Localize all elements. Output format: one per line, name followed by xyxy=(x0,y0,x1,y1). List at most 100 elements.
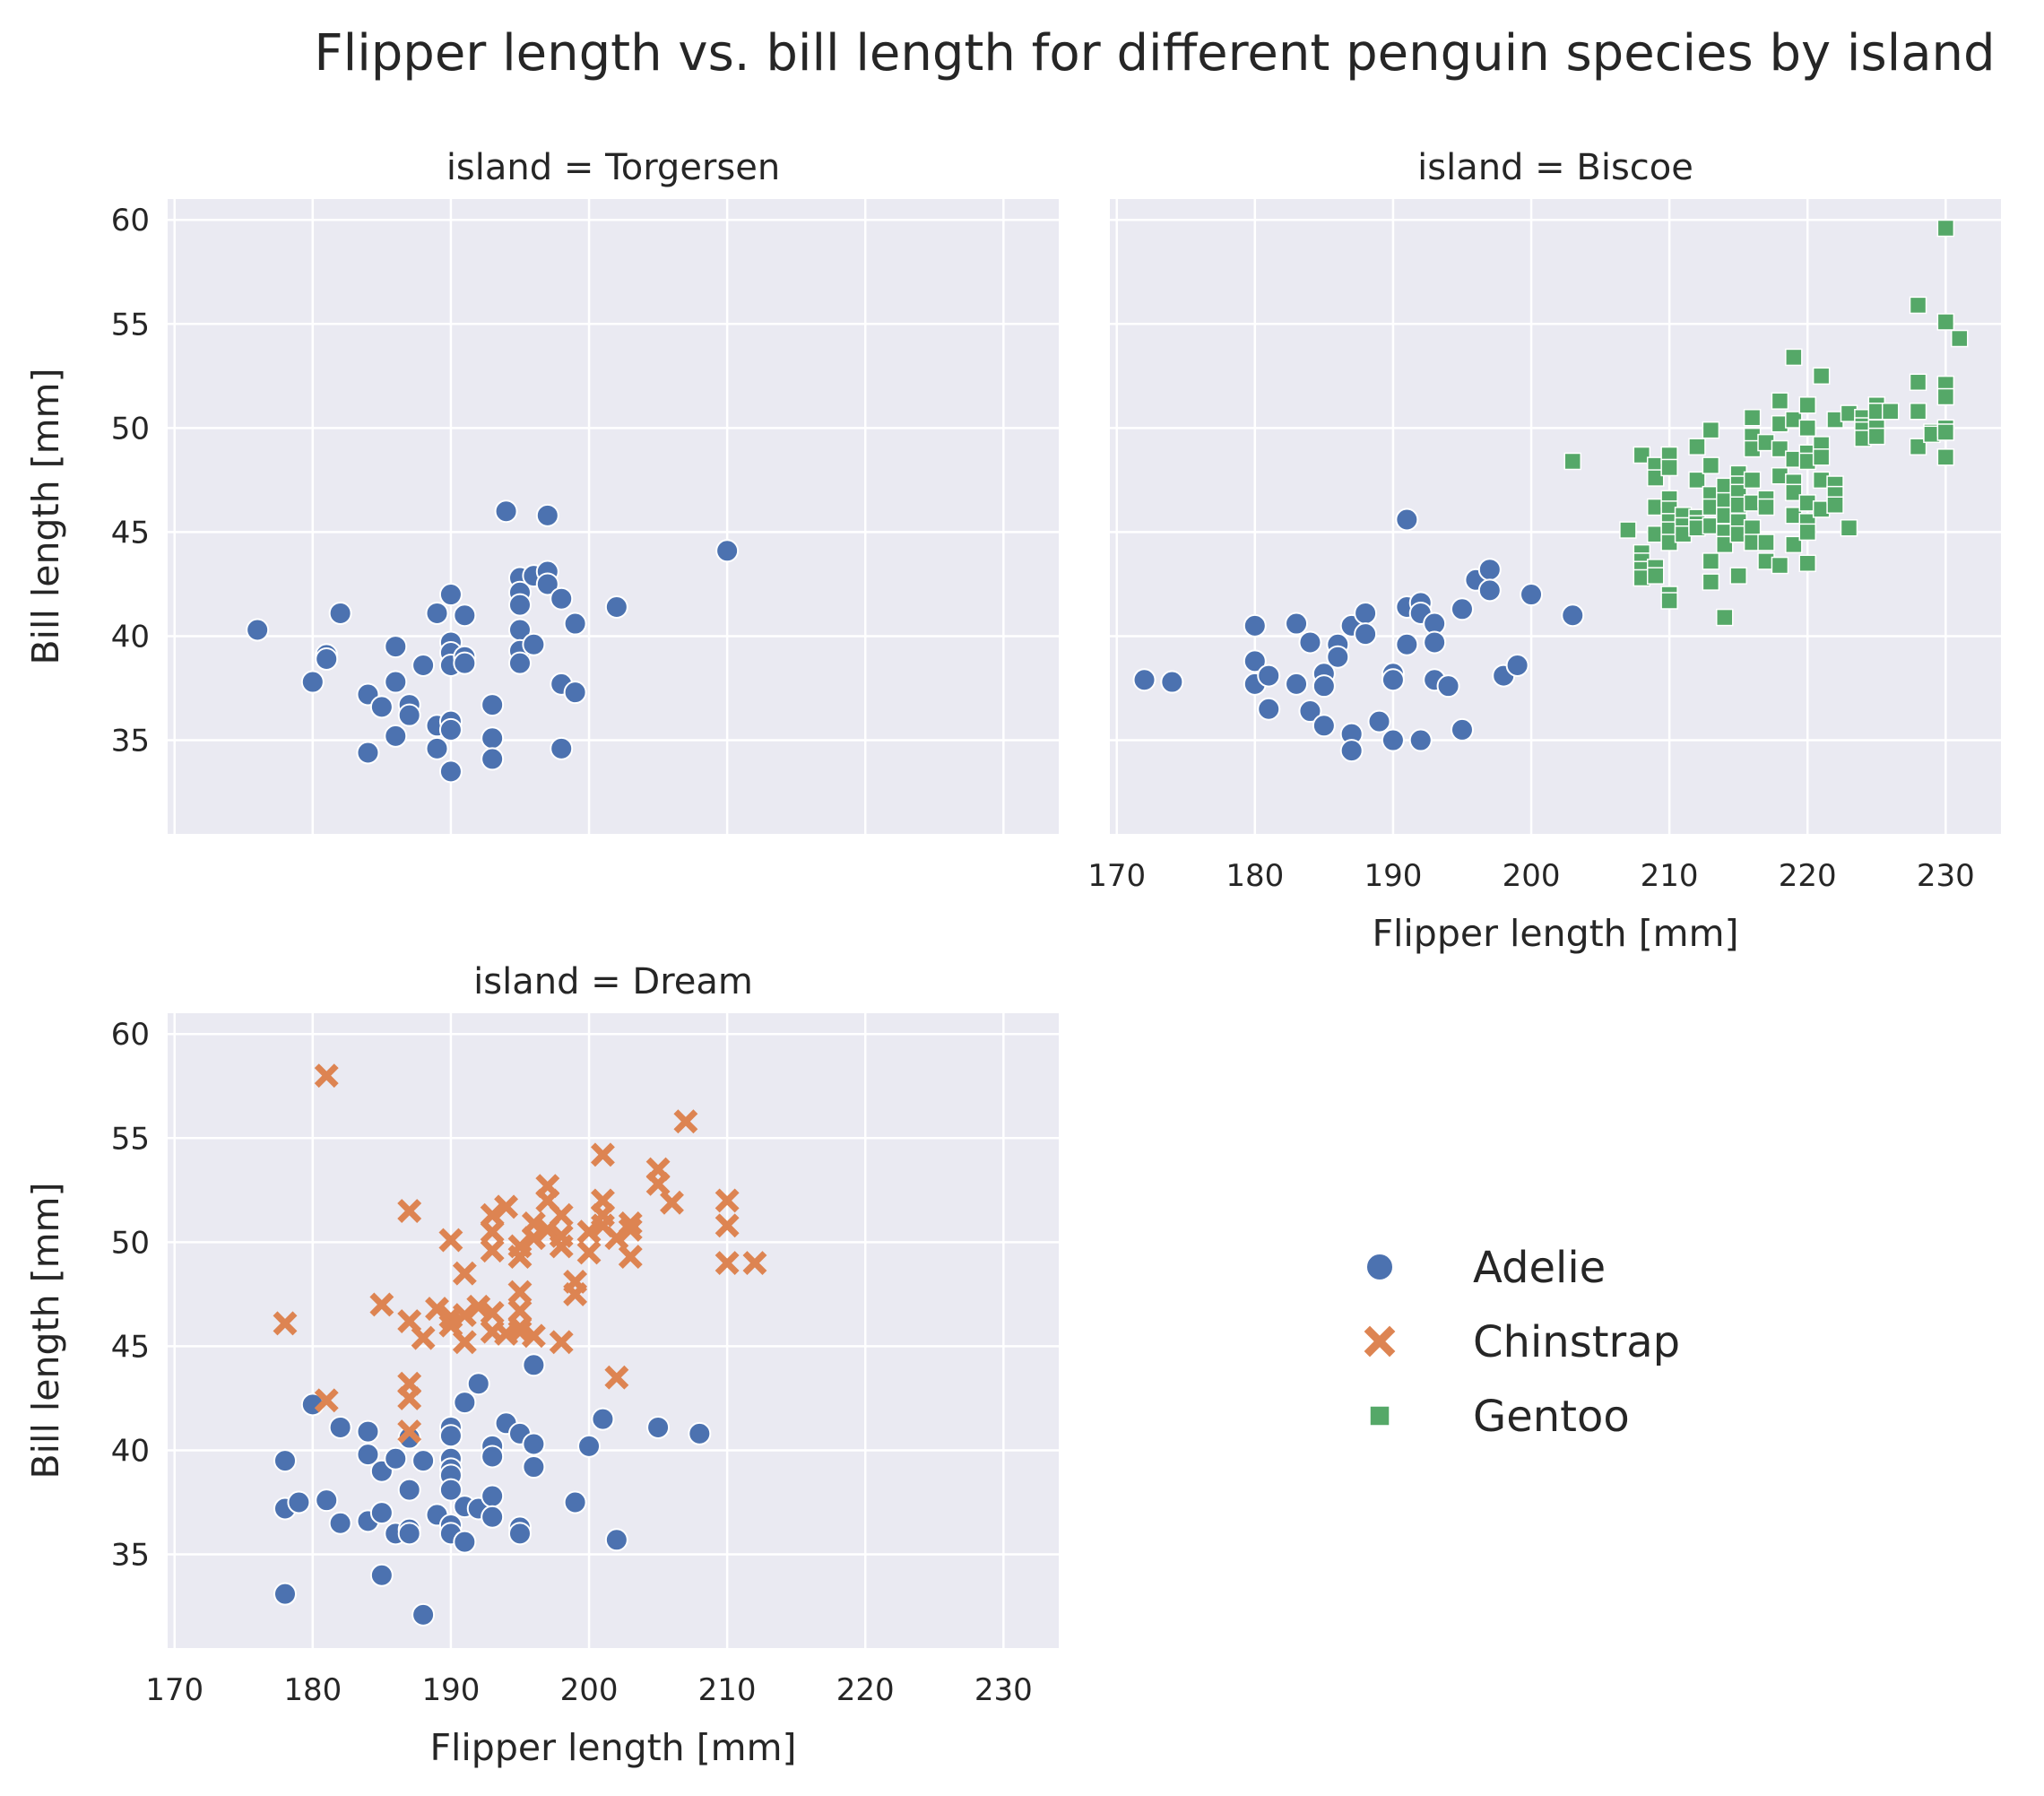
y-tick-label: 45 xyxy=(111,515,150,551)
data-point xyxy=(563,1281,588,1306)
x-tick-label: 220 xyxy=(1779,858,1837,894)
data-point xyxy=(1729,567,1747,585)
data-point xyxy=(1326,645,1350,669)
data-point xyxy=(480,1202,505,1228)
legend-label: Chinstrap xyxy=(1473,1317,1680,1367)
data-point xyxy=(1936,313,1955,331)
data-point xyxy=(1771,439,1789,458)
data-point xyxy=(1798,523,1816,542)
data-point xyxy=(1771,392,1789,410)
legend-marker xyxy=(1369,1405,1390,1427)
y-tick-label: 60 xyxy=(111,203,150,239)
data-point xyxy=(576,1240,602,1265)
data-point xyxy=(1702,456,1720,474)
x-axis-label: Flipper length [mm] xyxy=(1372,912,1738,955)
data-point xyxy=(1757,534,1775,551)
facet-panel: island = Dream 170 180 190 200 210 220 230 Flipp… xyxy=(24,961,1059,1769)
data-point xyxy=(1785,483,1803,502)
data-point xyxy=(645,1171,671,1196)
data-point xyxy=(507,593,532,617)
data-point xyxy=(453,651,477,675)
x-tick-label: 210 xyxy=(1641,858,1699,894)
legend-item-gentoo: Gentoo xyxy=(1369,1392,1630,1442)
data-point xyxy=(1505,653,1529,677)
y-tick-label: 60 xyxy=(111,1017,150,1053)
data-point xyxy=(1633,446,1651,464)
figure-title: Flipper length vs. bill length for diffe… xyxy=(314,24,1995,82)
data-point xyxy=(494,499,518,524)
data-point xyxy=(1477,558,1502,582)
data-point xyxy=(494,1194,519,1219)
data-point xyxy=(452,1330,477,1355)
data-point xyxy=(521,1226,546,1251)
data-point xyxy=(646,1415,671,1439)
data-point xyxy=(715,1251,740,1276)
x-tick-label: 170 xyxy=(1087,858,1146,894)
data-point xyxy=(1716,535,1734,554)
data-point xyxy=(507,1245,533,1270)
data-point xyxy=(522,1432,546,1456)
data-point xyxy=(1798,554,1816,572)
x-tick-label: 190 xyxy=(1364,858,1422,894)
data-point xyxy=(438,1228,463,1253)
data-point xyxy=(1743,471,1762,490)
legend-label: Gentoo xyxy=(1473,1392,1630,1442)
data-point xyxy=(397,1199,422,1223)
data-point xyxy=(411,1602,436,1627)
data-point xyxy=(481,693,505,717)
series-gentoo xyxy=(1563,219,1969,627)
data-point xyxy=(411,653,436,677)
x-tick-label: 230 xyxy=(1917,858,1975,894)
data-point xyxy=(411,1449,436,1473)
data-point xyxy=(384,724,408,748)
data-point xyxy=(1702,421,1720,439)
data-point xyxy=(1936,387,1955,406)
data-point xyxy=(397,1426,421,1450)
data-point xyxy=(1785,348,1803,367)
data-point xyxy=(1312,674,1336,698)
facet-title: island = Dream xyxy=(473,961,753,1002)
data-point xyxy=(1285,672,1309,696)
legend-item-adelie: Adelie xyxy=(1365,1243,1606,1293)
data-point xyxy=(1660,592,1678,610)
data-point xyxy=(563,612,587,636)
data-point xyxy=(521,1323,546,1349)
x-tick-label: 200 xyxy=(1503,858,1561,894)
data-point xyxy=(481,1445,505,1469)
x-tick-label: 210 xyxy=(698,1672,757,1708)
legend-marker xyxy=(1365,1253,1394,1281)
y-tick-label: 55 xyxy=(111,307,150,343)
data-point xyxy=(549,1234,574,1259)
data-point xyxy=(1298,630,1322,655)
data-point xyxy=(328,601,352,625)
data-point xyxy=(660,1190,684,1215)
data-point xyxy=(715,1188,740,1213)
data-point xyxy=(507,1522,532,1546)
data-point xyxy=(1619,521,1637,539)
data-point xyxy=(481,1484,505,1508)
data-point xyxy=(1867,427,1886,446)
data-point xyxy=(315,1488,339,1513)
data-point xyxy=(425,1297,449,1322)
data-point xyxy=(1298,699,1322,724)
data-point xyxy=(1716,608,1734,627)
data-point xyxy=(397,1419,422,1445)
data-point xyxy=(480,1238,505,1263)
data-point xyxy=(356,1443,380,1467)
data-point xyxy=(1132,668,1156,692)
data-point xyxy=(481,726,505,751)
data-point xyxy=(481,747,505,771)
data-point xyxy=(507,1298,533,1323)
x-tick-label: 220 xyxy=(836,1672,895,1708)
facet-panel: island = Biscoe 170 180 190 200 210 220 230 Flip… xyxy=(1087,147,2001,955)
data-point xyxy=(1395,632,1419,656)
data-point xyxy=(577,1434,602,1458)
y-tick-label: 55 xyxy=(111,1121,150,1157)
data-point xyxy=(742,1251,767,1276)
data-point xyxy=(1812,367,1831,386)
data-point xyxy=(1909,403,1927,421)
data-point xyxy=(273,1449,297,1473)
data-point xyxy=(438,583,463,607)
data-point xyxy=(1743,519,1762,537)
